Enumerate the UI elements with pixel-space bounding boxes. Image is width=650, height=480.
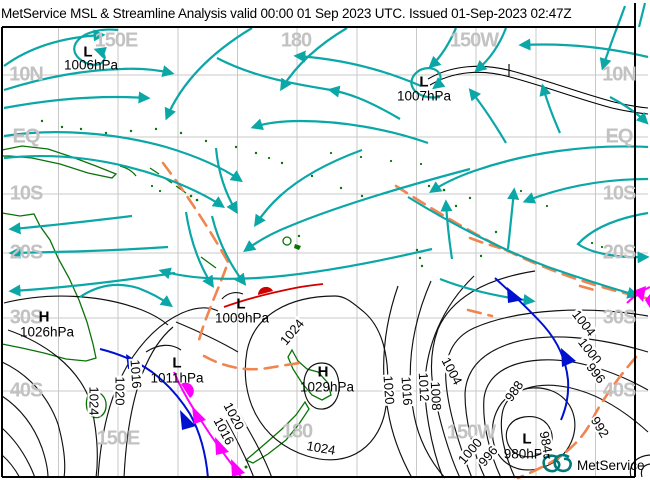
streamlines [3,2,650,308]
cold-front-west [99,348,209,479]
map-border [1,3,636,478]
grid-lines [2,27,648,477]
map-title: MetService MSL & Streamline Analysis val… [1,6,572,21]
isobars [1,270,650,479]
shear-line [427,64,649,115]
front-fragment-east-edge [626,286,650,308]
cold-front-east [494,277,576,421]
metservice-swirl-icon [542,453,572,473]
metservice-logo-text: MetService [577,458,645,473]
warm-front [223,283,324,308]
